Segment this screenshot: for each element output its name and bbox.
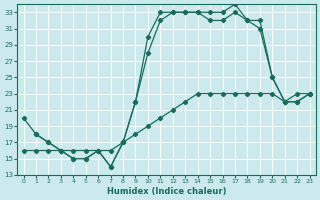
X-axis label: Humidex (Indice chaleur): Humidex (Indice chaleur) <box>107 187 226 196</box>
